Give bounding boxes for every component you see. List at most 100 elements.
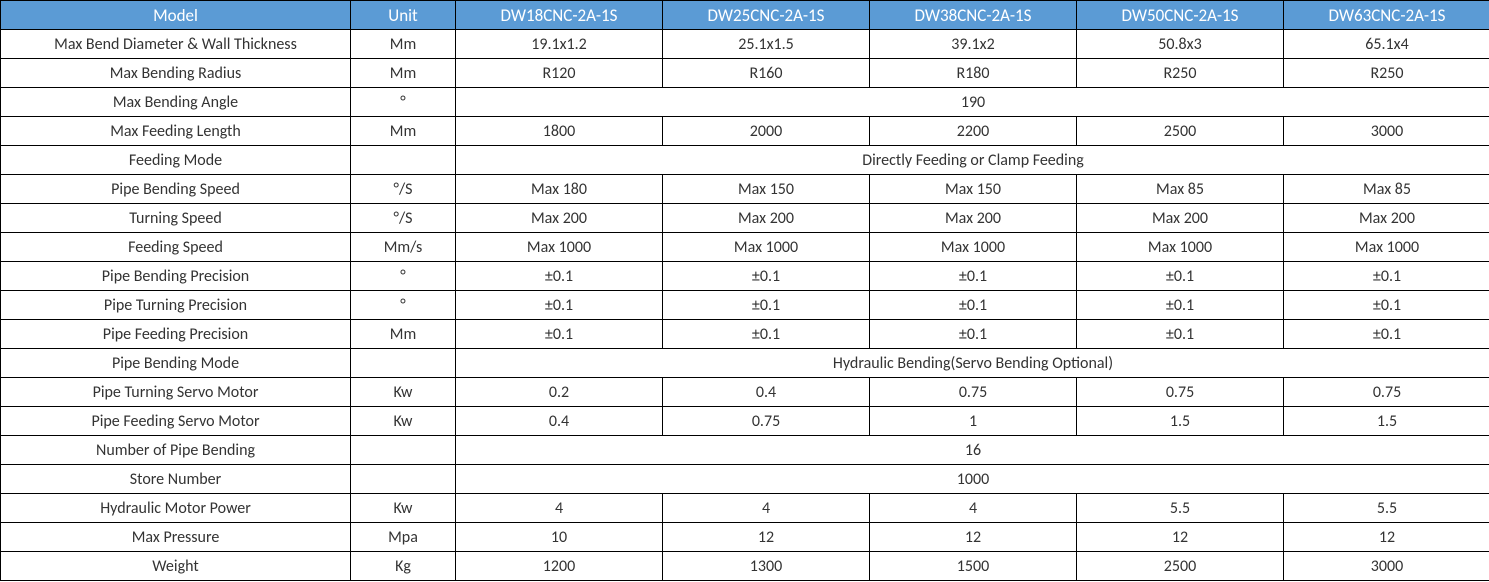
row-label: Number of Pipe Bending bbox=[1, 436, 351, 465]
row-value: Max 200 bbox=[1284, 204, 1489, 233]
row-unit: ° bbox=[351, 88, 456, 117]
row-value: 0.4 bbox=[663, 378, 870, 407]
row-value: 0.75 bbox=[663, 407, 870, 436]
row-value: Max 150 bbox=[870, 175, 1077, 204]
row-unit: ° bbox=[351, 291, 456, 320]
row-value: 1200 bbox=[456, 552, 663, 581]
row-value: Max 1000 bbox=[663, 233, 870, 262]
row-value: ±0.1 bbox=[870, 291, 1077, 320]
row-value: ±0.1 bbox=[1284, 291, 1489, 320]
row-label: Turning Speed bbox=[1, 204, 351, 233]
row-value: 1500 bbox=[870, 552, 1077, 581]
header-model: DW50CNC-2A-1S bbox=[1077, 1, 1284, 30]
row-value: R120 bbox=[456, 59, 663, 88]
table-header-row: Model Unit DW18CNC-2A-1S DW25CNC-2A-1S D… bbox=[1, 1, 1489, 30]
row-unit: Mm bbox=[351, 59, 456, 88]
header-model: DW18CNC-2A-1S bbox=[456, 1, 663, 30]
row-value: 10 bbox=[456, 523, 663, 552]
row-value: ±0.1 bbox=[1284, 320, 1489, 349]
row-value: Max 1000 bbox=[456, 233, 663, 262]
row-label: Weight bbox=[1, 552, 351, 581]
row-unit: Mm bbox=[351, 320, 456, 349]
row-unit: °/S bbox=[351, 204, 456, 233]
row-label: Max Bend Diameter & Wall Thickness bbox=[1, 30, 351, 59]
table-row: Store Number 1000 bbox=[1, 465, 1489, 494]
row-value: Max 1000 bbox=[1077, 233, 1284, 262]
row-value: ±0.1 bbox=[456, 320, 663, 349]
table-row: Feeding SpeedMm/sMax 1000Max 1000Max 100… bbox=[1, 233, 1489, 262]
row-label: Max Feeding Length bbox=[1, 117, 351, 146]
row-value: 12 bbox=[1284, 523, 1489, 552]
row-value: Max 200 bbox=[456, 204, 663, 233]
row-unit: Kw bbox=[351, 378, 456, 407]
row-label: Feeding Mode bbox=[1, 146, 351, 175]
row-label: Pipe Bending Precision bbox=[1, 262, 351, 291]
table-row: Pipe Turning Precision°±0.1±0.1±0.1±0.1±… bbox=[1, 291, 1489, 320]
header-model: DW63CNC-2A-1S bbox=[1284, 1, 1489, 30]
row-label: Hydraulic Motor Power bbox=[1, 494, 351, 523]
row-label: Max Bending Radius bbox=[1, 59, 351, 88]
row-value: 19.1x1.2 bbox=[456, 30, 663, 59]
table-row: Max Bending RadiusMmR120R160R180R250R250 bbox=[1, 59, 1489, 88]
table-row: Pipe Bending ModeHydraulic Bending(Servo… bbox=[1, 349, 1489, 378]
table-row: Max Feeding LengthMm18002000220025003000 bbox=[1, 117, 1489, 146]
row-value: Max 1000 bbox=[870, 233, 1077, 262]
row-merged-value: 190 bbox=[456, 88, 1489, 117]
row-value: 4 bbox=[870, 494, 1077, 523]
row-value: Max 85 bbox=[1077, 175, 1284, 204]
row-value: ±0.1 bbox=[663, 320, 870, 349]
row-value: 12 bbox=[663, 523, 870, 552]
row-value: ±0.1 bbox=[1077, 291, 1284, 320]
row-value: ±0.1 bbox=[870, 262, 1077, 291]
row-label: Pipe Feeding Precision bbox=[1, 320, 351, 349]
row-value: Max 180 bbox=[456, 175, 663, 204]
row-value: ±0.1 bbox=[663, 262, 870, 291]
row-unit: Mpa bbox=[351, 523, 456, 552]
table-row: Hydraulic Motor PowerKw4445.55.5 bbox=[1, 494, 1489, 523]
row-unit: Mm bbox=[351, 30, 456, 59]
row-label: Max Pressure bbox=[1, 523, 351, 552]
row-value: 2500 bbox=[1077, 117, 1284, 146]
row-value: 4 bbox=[663, 494, 870, 523]
row-unit: Mm bbox=[351, 117, 456, 146]
row-merged-value: Directly Feeding or Clamp Feeding bbox=[456, 146, 1489, 175]
table-row: Pipe Feeding PrecisionMm±0.1±0.1±0.1±0.1… bbox=[1, 320, 1489, 349]
header-model: DW38CNC-2A-1S bbox=[870, 1, 1077, 30]
row-unit: °/S bbox=[351, 175, 456, 204]
row-label: Store Number bbox=[1, 465, 351, 494]
row-value: 2000 bbox=[663, 117, 870, 146]
table-row: Number of Pipe Bending 16 bbox=[1, 436, 1489, 465]
row-unit bbox=[351, 436, 456, 465]
row-merged-value: 1000 bbox=[456, 465, 1489, 494]
row-label: Max Bending Angle bbox=[1, 88, 351, 117]
table-row: Turning Speed°/SMax 200Max 200Max 200Max… bbox=[1, 204, 1489, 233]
row-merged-value: 16 bbox=[456, 436, 1489, 465]
row-value: 2500 bbox=[1077, 552, 1284, 581]
row-value: ±0.1 bbox=[663, 291, 870, 320]
row-unit: Mm/s bbox=[351, 233, 456, 262]
row-label: Pipe Bending Speed bbox=[1, 175, 351, 204]
table-row: Feeding Mode Directly Feeding or Clamp Fe… bbox=[1, 146, 1489, 175]
row-value: 12 bbox=[870, 523, 1077, 552]
table-row: Pipe Turning Servo MotorKw0.20.40.750.75… bbox=[1, 378, 1489, 407]
row-value: 50.8x3 bbox=[1077, 30, 1284, 59]
row-value: Max 200 bbox=[1077, 204, 1284, 233]
row-value: ±0.1 bbox=[1077, 262, 1284, 291]
row-value: Max 200 bbox=[870, 204, 1077, 233]
row-value: R250 bbox=[1284, 59, 1489, 88]
table-row: Pipe Bending Precision°±0.1±0.1±0.1±0.1±… bbox=[1, 262, 1489, 291]
row-value: 3000 bbox=[1284, 552, 1489, 581]
table-row: WeightKg12001300150025003000 bbox=[1, 552, 1489, 581]
row-label: Pipe Turning Servo Motor bbox=[1, 378, 351, 407]
row-value: 5.5 bbox=[1284, 494, 1489, 523]
row-unit: Kg bbox=[351, 552, 456, 581]
row-unit bbox=[351, 146, 456, 175]
header-label: Model bbox=[1, 1, 351, 30]
row-value: R250 bbox=[1077, 59, 1284, 88]
row-value: 65.1x4 bbox=[1284, 30, 1489, 59]
row-value: 4 bbox=[456, 494, 663, 523]
table-row: Max Bending Angle°190 bbox=[1, 88, 1489, 117]
row-value: Max 150 bbox=[663, 175, 870, 204]
table-row: Max PressureMpa1012121212 bbox=[1, 523, 1489, 552]
row-value: 1.5 bbox=[1284, 407, 1489, 436]
